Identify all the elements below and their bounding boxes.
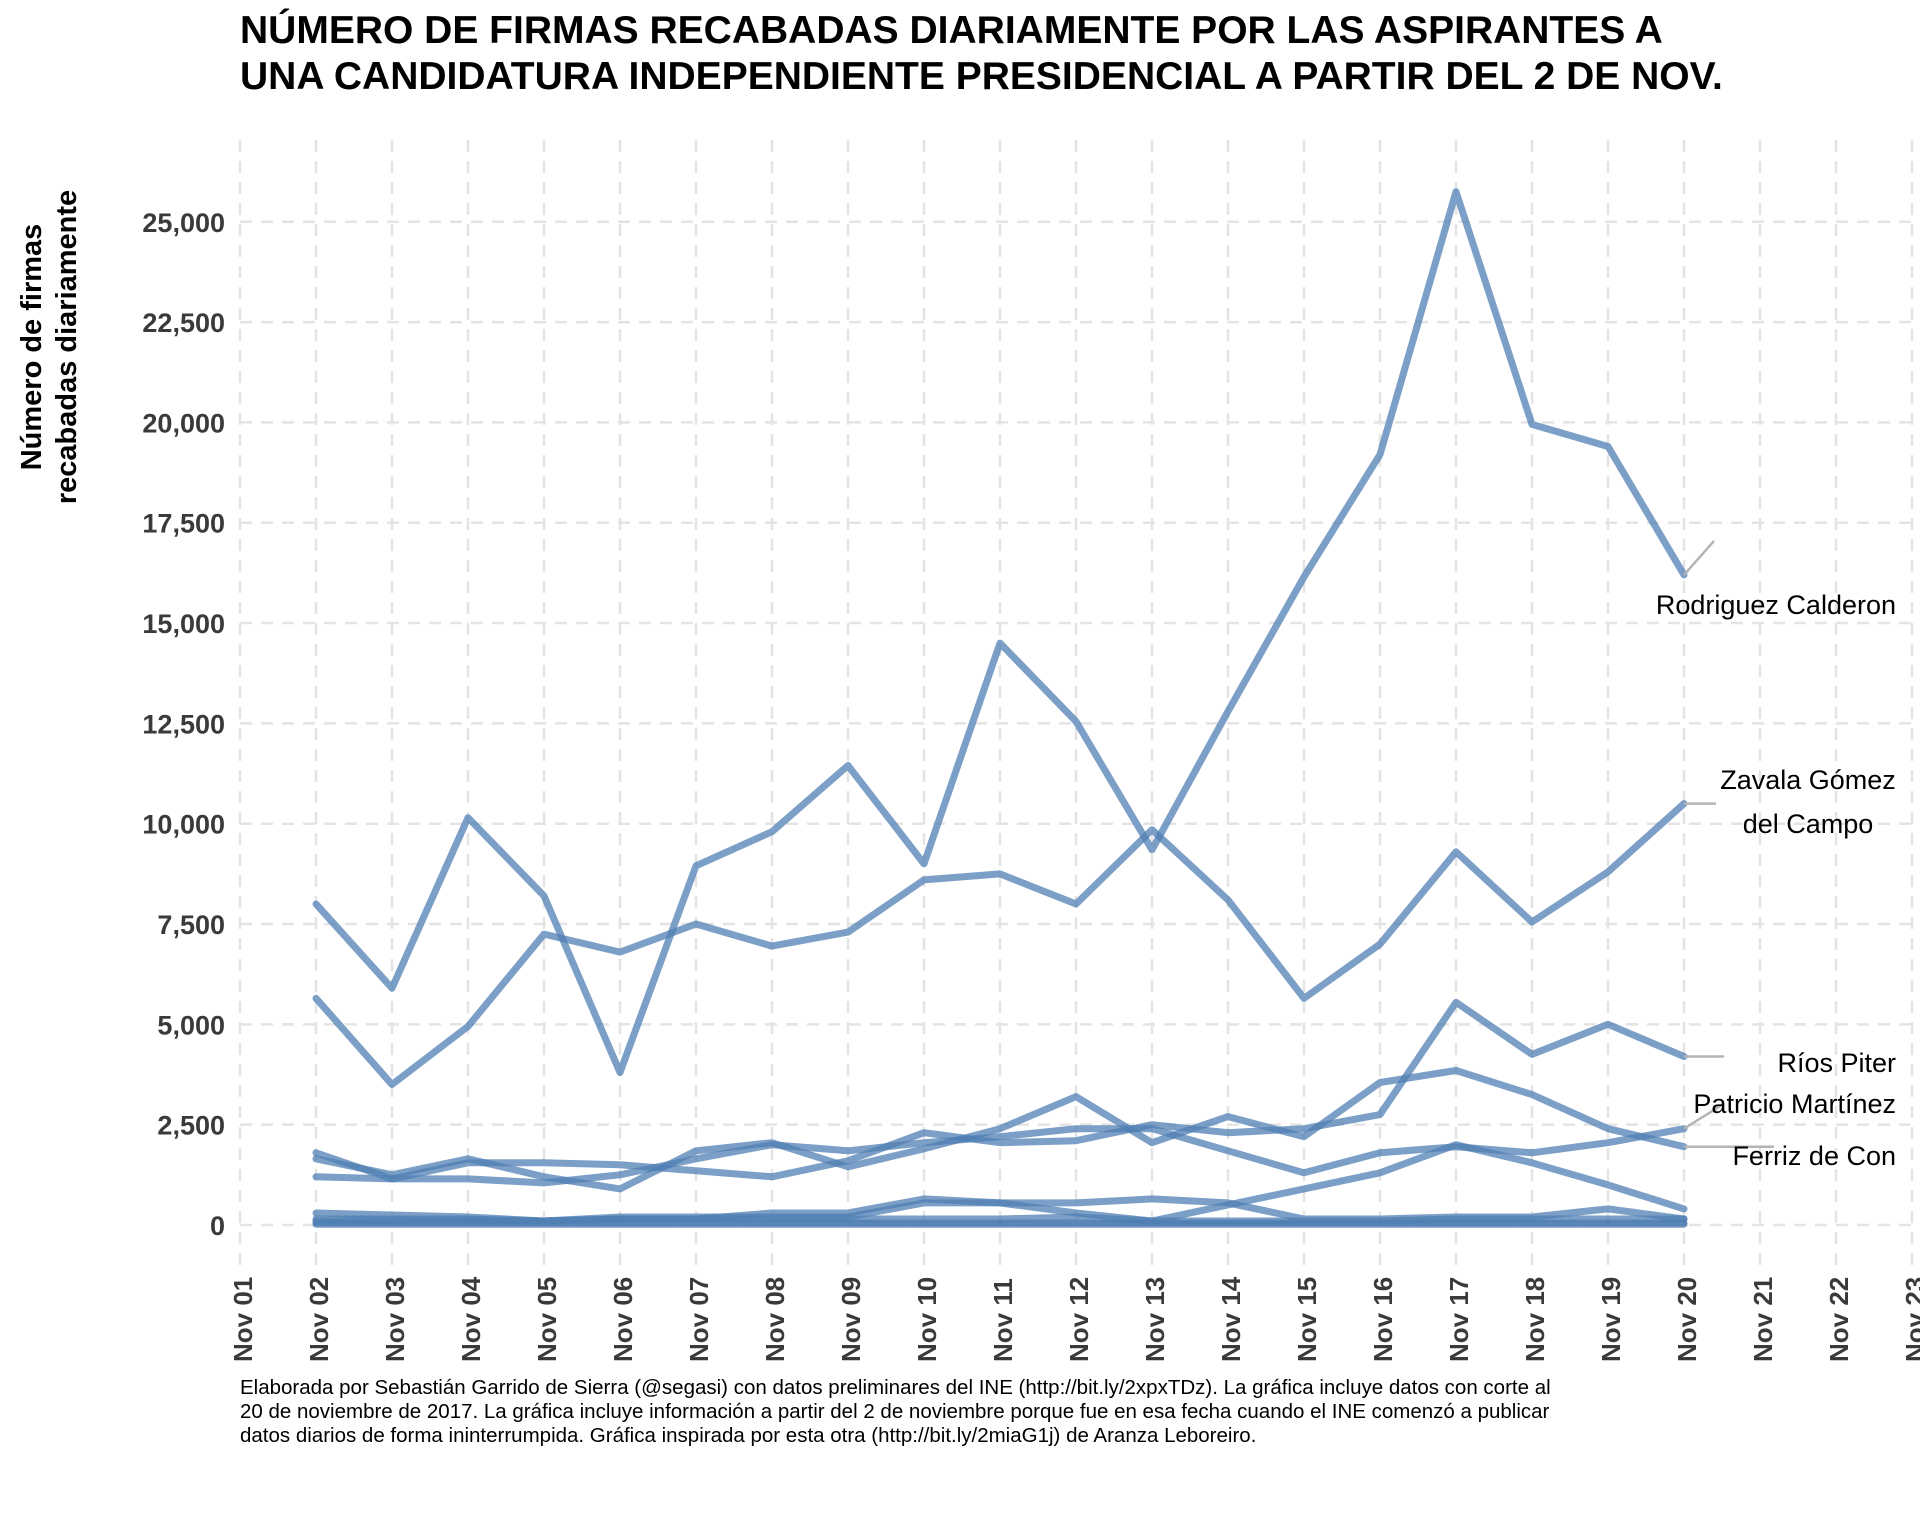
label-leader-line — [1683, 540, 1715, 576]
x-tick-label: Nov 07 — [684, 1277, 714, 1362]
series-label: Rodriguez Calderon — [1656, 590, 1896, 620]
x-tick-label: Nov 19 — [1596, 1277, 1626, 1362]
x-tick-label: Nov 02 — [304, 1277, 334, 1362]
chart-title-line: UNA CANDIDATURA INDEPENDIENTE PRESIDENCI… — [240, 55, 1723, 98]
x-tick-label: Nov 22 — [1824, 1277, 1854, 1362]
x-tick-label: Nov 05 — [532, 1277, 562, 1362]
x-tick-label: Nov 17 — [1444, 1277, 1474, 1362]
series-line — [312, 800, 1688, 1088]
y-tick-label: 22,500 — [142, 308, 225, 338]
series-label: Ferriz de Con — [1732, 1141, 1896, 1171]
x-tick-label: Nov 20 — [1672, 1277, 1702, 1362]
series-label: Ríos Piter — [1777, 1048, 1896, 1078]
y-tick-label: 5,000 — [157, 1010, 225, 1040]
y-axis-label-line: recabadas diariamente — [51, 190, 83, 504]
series-label: Zavala Gómez — [1720, 765, 1896, 795]
series-label: del Campo — [1743, 809, 1874, 839]
x-tick-label: Nov 23 — [1900, 1277, 1920, 1362]
series-line — [312, 1067, 1688, 1193]
x-tick-label: Nov 14 — [1216, 1276, 1246, 1362]
chart-title-line: NÚMERO DE FIRMAS RECABADAS DIARIAMENTE P… — [240, 9, 1663, 52]
series-line — [312, 188, 1688, 1076]
caption-line: Elaborada por Sebastián Garrido de Sierr… — [240, 1376, 1551, 1399]
y-axis-ticks: 0 2,500 5,000 7,500 10,000 12,500 15,000 17,500… — [142, 208, 225, 1241]
chart-title: NÚMERO DE FIRMAS RECABADAS DIARIAMENTE P… — [240, 8, 1723, 100]
x-tick-label: Nov 18 — [1520, 1277, 1550, 1362]
x-tick-label: Nov 03 — [380, 1277, 410, 1362]
y-tick-label: 25,000 — [142, 208, 225, 238]
y-tick-label: 20,000 — [142, 408, 225, 438]
x-tick-label: Nov 06 — [608, 1277, 638, 1362]
y-tick-label: 12,500 — [142, 709, 225, 739]
y-tick-label: 2,500 — [157, 1111, 225, 1141]
chart-caption: Elaborada por Sebastián Garrido de Sierr… — [240, 1376, 1800, 1448]
series-label: Patricio Martínez — [1693, 1089, 1896, 1119]
y-tick-label: 17,500 — [142, 509, 225, 539]
x-tick-label: Nov 08 — [760, 1277, 790, 1362]
y-tick-label: 10,000 — [142, 810, 225, 840]
x-tick-label: Nov 16 — [1368, 1277, 1398, 1362]
y-axis-label-line: Número de firmas — [16, 224, 48, 471]
x-tick-label: Nov 11 — [988, 1278, 1018, 1362]
x-tick-label: Nov 21 — [1748, 1277, 1778, 1362]
y-tick-label: 0 — [210, 1211, 225, 1241]
caption-line: 20 de noviembre de 2017. La gráfica incl… — [240, 1400, 1550, 1423]
x-tick-label: Nov 15 — [1292, 1277, 1322, 1362]
x-tick-label: Nov 04 — [456, 1276, 486, 1362]
x-tick-label: Nov 09 — [836, 1277, 866, 1362]
caption-line: datos diarios de forma ininterrumpida. G… — [240, 1424, 1257, 1447]
x-tick-label: Nov 13 — [1140, 1277, 1170, 1362]
series-line — [312, 998, 1688, 1183]
series-line — [312, 1125, 1688, 1187]
y-axis-label: Número de firmas recabadas diariamente — [16, 190, 83, 504]
x-axis-ticks: Nov 01 Nov 02 Nov 03 Nov 04 Nov 05 Nov 06 Nov … — [228, 1276, 1920, 1362]
y-tick-label: 15,000 — [142, 609, 225, 639]
label-leader-line — [1683, 1102, 1725, 1130]
series-labels: Rodriguez Calderon Zavala Gómez del Campo R… — [1656, 540, 1896, 1171]
x-tick-label: Nov 12 — [1064, 1277, 1094, 1362]
y-tick-label: 7,500 — [157, 910, 225, 940]
series-lines — [312, 188, 1688, 1228]
x-tick-label: Nov 01 — [228, 1277, 258, 1362]
x-tick-label: Nov 10 — [912, 1277, 942, 1362]
